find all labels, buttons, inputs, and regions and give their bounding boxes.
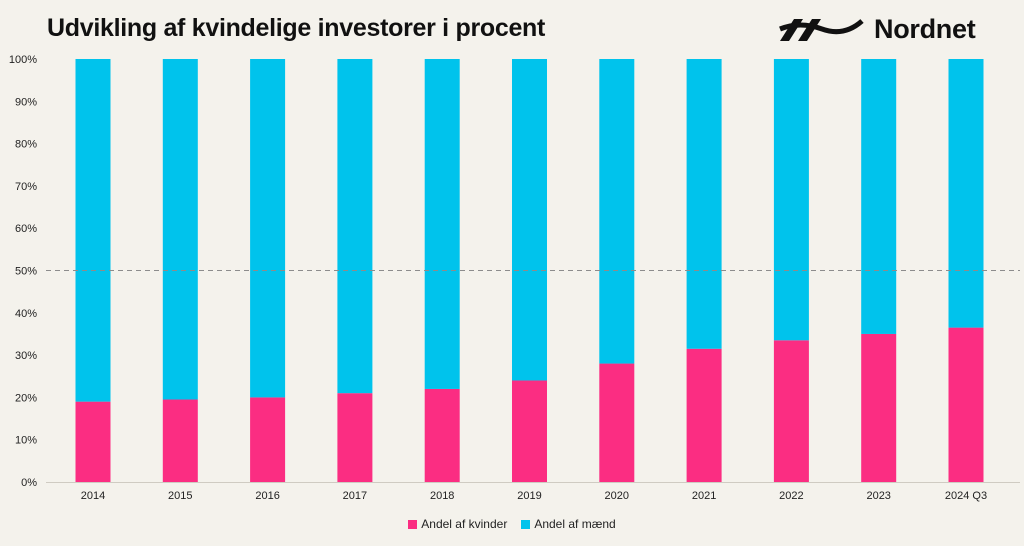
legend-item-men: Andel af mænd (521, 517, 616, 531)
bar-women (424, 388, 460, 482)
legend: Andel af kvinder Andel af mænd (0, 517, 1024, 531)
bar-men (250, 59, 286, 398)
y-tick-label: 50% (15, 266, 37, 278)
x-tick-label: 2022 (779, 490, 803, 502)
bar-men (337, 59, 373, 394)
bar-men (75, 59, 111, 402)
bar-women (250, 397, 286, 482)
legend-swatch-women (408, 519, 418, 529)
x-tick-label: 2014 (81, 490, 105, 502)
bar-women (512, 380, 547, 482)
bar-women (948, 327, 984, 482)
bar-women (337, 393, 373, 482)
x-tick-label: 2023 (866, 490, 890, 502)
legend-label-men: Andel af mænd (534, 517, 616, 531)
y-tick-label: 90% (15, 96, 37, 108)
x-tick-label: 2018 (430, 490, 454, 502)
legend-swatch-men (521, 519, 531, 529)
bar-women (75, 401, 111, 482)
y-tick-label: 10% (15, 435, 37, 447)
x-tick-label: 2016 (255, 490, 279, 502)
bar-men (686, 59, 722, 349)
bar-men (599, 59, 635, 364)
bar-men (861, 59, 897, 334)
y-tick-label: 20% (15, 392, 37, 404)
bar-women (861, 333, 897, 482)
y-tick-label: 60% (15, 223, 37, 235)
y-tick-label: 80% (15, 139, 37, 151)
bar-women (162, 399, 198, 482)
nordnet-logo-icon (779, 18, 864, 41)
x-tick-label: 2024 Q3 (945, 490, 987, 502)
y-tick-label: 40% (15, 308, 37, 320)
brand-name: Nordnet (874, 14, 976, 44)
bar-men (512, 59, 547, 381)
brand-logo: Nordnet (778, 14, 976, 45)
y-tick-label: 30% (15, 350, 37, 362)
y-tick-label: 0% (21, 477, 37, 489)
x-tick-label: 2019 (517, 490, 541, 502)
x-tick-label: 2015 (168, 490, 192, 502)
y-tick-label: 100% (9, 54, 37, 66)
bar-women (773, 340, 809, 482)
chart-title: Udvikling af kvindelige investorer i pro… (47, 14, 546, 42)
x-tick-label: 2020 (605, 490, 629, 502)
bar-women (686, 348, 722, 482)
x-tick-label: 2021 (692, 490, 716, 502)
y-tick-label: 70% (15, 181, 37, 193)
bar-women (599, 363, 635, 482)
bar-men (773, 59, 809, 341)
legend-item-women: Andel af kvinder (408, 517, 507, 531)
bar-men (424, 59, 460, 389)
legend-label-women: Andel af kvinder (421, 517, 508, 531)
x-tick-label: 2017 (343, 490, 367, 502)
bar-men (162, 59, 198, 400)
bar-men (948, 59, 984, 328)
